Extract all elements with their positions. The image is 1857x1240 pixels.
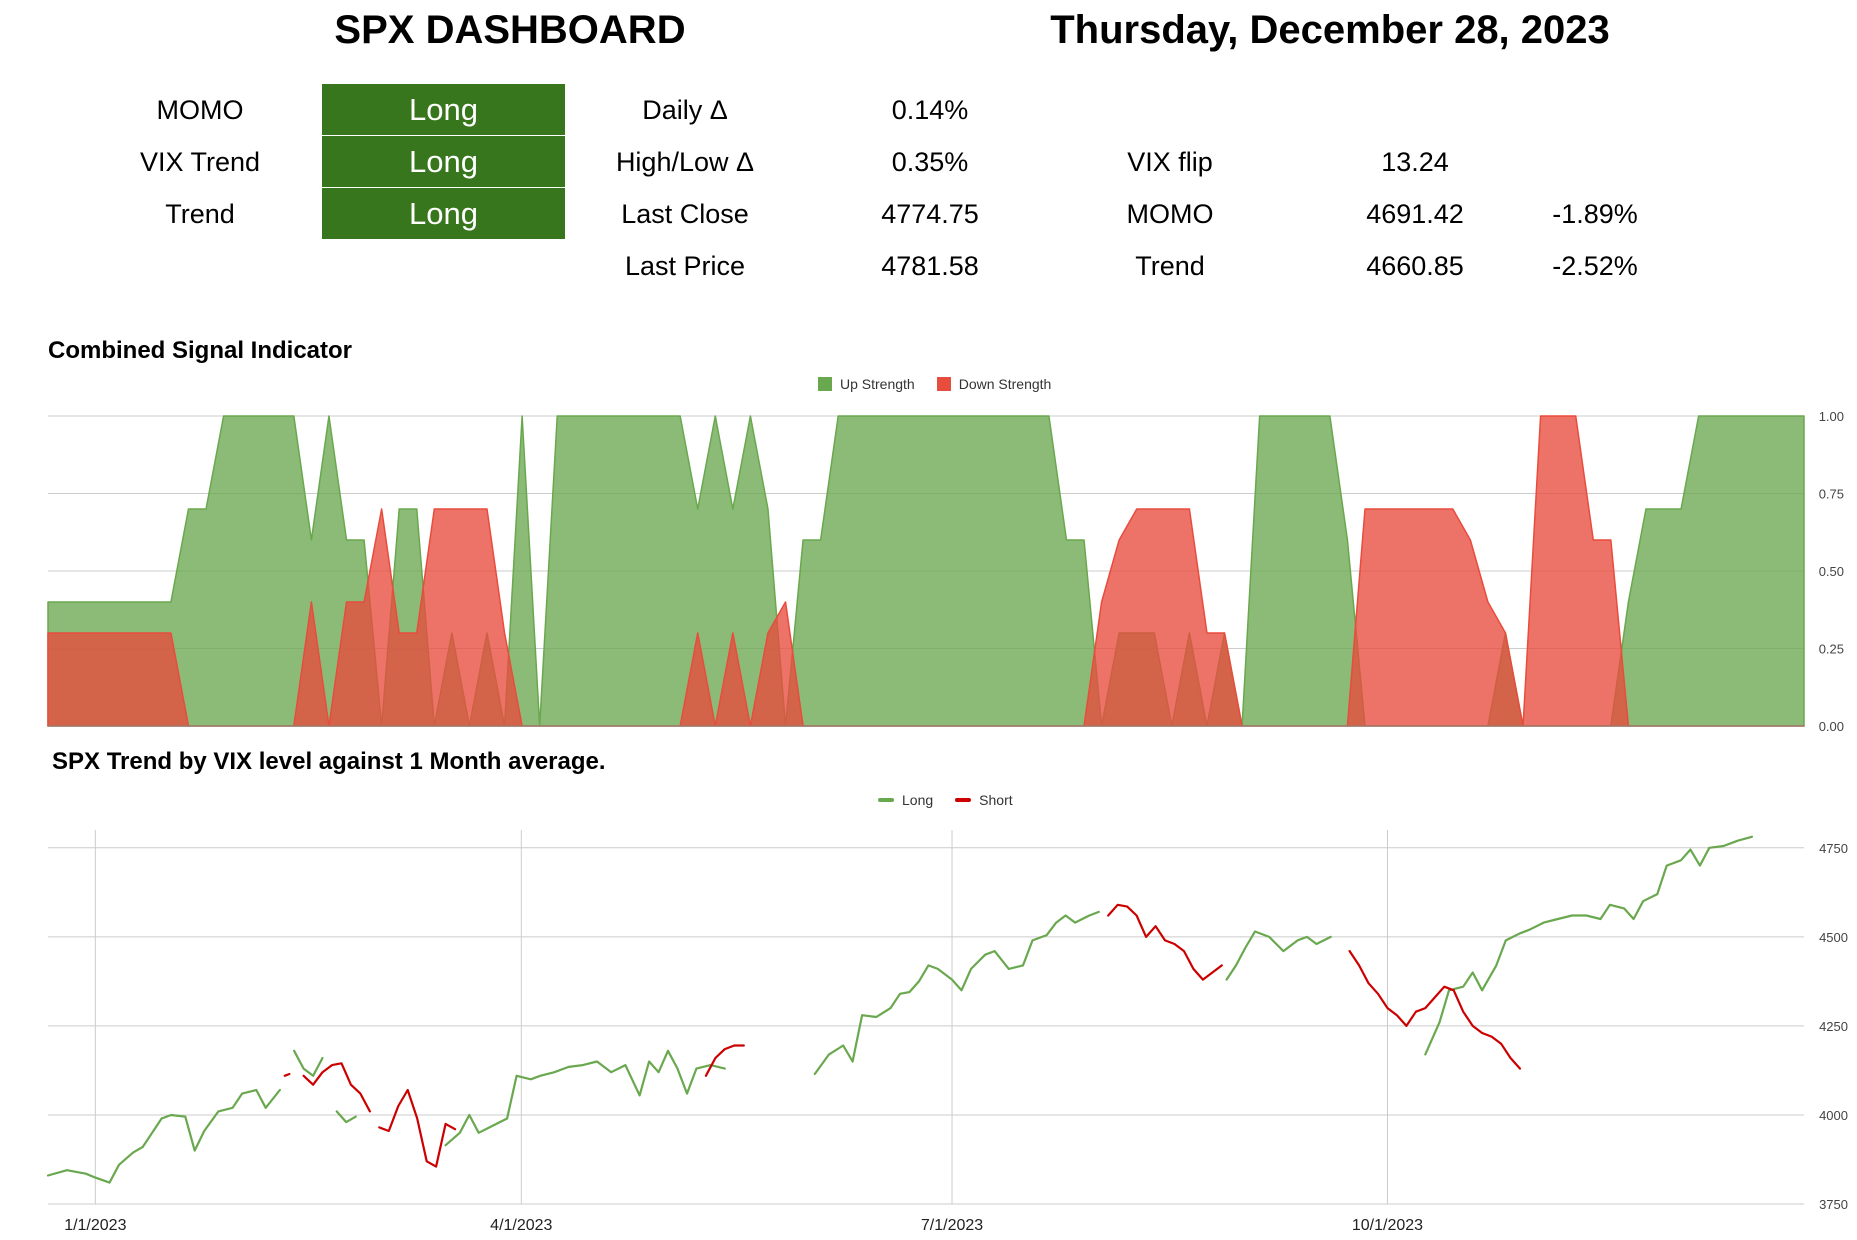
short-line-segment (378, 1088, 457, 1168)
signal-badge-trend: Long (322, 188, 565, 239)
x-tick-label: 1/1/2023 (64, 1217, 126, 1234)
legend-long-swatch (878, 798, 894, 802)
legend-down-swatch (936, 377, 951, 391)
stat-value-last-price: 4781.58 (881, 251, 979, 281)
level-label-vix-flip: VIX flip (1127, 147, 1213, 177)
long-line-segment (46, 1088, 281, 1184)
long-line-segment (444, 1049, 726, 1147)
level-pct-trend: -2.52% (1552, 251, 1638, 281)
legend-down-label: Down Strength (958, 376, 1052, 392)
legend-short-label: Short (979, 792, 1013, 808)
legend-short: Short (955, 792, 1013, 808)
short-line-segment (302, 1062, 371, 1113)
legend-short-swatch (955, 798, 972, 802)
spx-chart-title: SPX Trend by VIX level against 1 Month a… (52, 748, 606, 775)
dashboard-date: Thursday, December 28, 2023 (1050, 8, 1610, 52)
y-tick-label: 4250 (1819, 1019, 1848, 1034)
long-line-segment (293, 1049, 324, 1077)
legend-down-strength: Down Strength (936, 376, 1052, 392)
level-value-trend: 4660.85 (1366, 251, 1464, 281)
legend-up-swatch (818, 377, 832, 391)
short-line-segment (1348, 950, 1522, 1070)
stat-label-daily-delta: Daily Δ (642, 95, 728, 125)
stat-label-high-low-delta: High/Low Δ (615, 147, 755, 177)
y-tick-label: 4750 (1819, 841, 1848, 856)
short-line-segment (283, 1072, 291, 1077)
signal-label-trend: Trend (165, 199, 235, 229)
y-tick-label: 4000 (1819, 1108, 1848, 1123)
stat-value-last-close: 4774.75 (881, 199, 979, 229)
spx-chart-legend: Long Short (878, 792, 1013, 808)
short-line-segment (704, 1044, 745, 1077)
legend-long: Long (878, 792, 933, 808)
dashboard-title: SPX DASHBOARD (334, 8, 686, 52)
y-tick-label: 3750 (1819, 1197, 1848, 1212)
x-tick-label: 10/1/2023 (1352, 1217, 1423, 1234)
long-line-segment (335, 1110, 357, 1124)
x-tick-label: 4/1/2023 (490, 1217, 552, 1234)
legend-up-strength: Up Strength (818, 376, 915, 392)
legend-long-label: Long (902, 792, 934, 808)
stat-label-last-price: Last Price (624, 251, 746, 281)
stat-value-daily-delta: 0.14% (891, 95, 969, 125)
signal-chart-legend: Up Strength Down Strength (818, 376, 1051, 392)
signal-label-momo: MOMO (156, 95, 244, 125)
signal-chart-title: Combined Signal Indicator (48, 337, 353, 364)
signal-badge-vix-trend: Long (322, 136, 565, 187)
signal-chart: 0.00 0.25 0.50 0.75 1.00 (47, 409, 1844, 734)
x-tick-label: 7/1/2023 (921, 1217, 983, 1234)
long-line-segment (813, 910, 1100, 1076)
legend-up-label: Up Strength (840, 376, 915, 392)
y-tick-label: 0.25 (1819, 642, 1844, 657)
long-line-segment (1225, 930, 1332, 981)
y-tick-label: 0.75 (1819, 487, 1844, 502)
level-pct-momo: -1.89% (1552, 199, 1638, 229)
long-line-segment (1424, 835, 1753, 1056)
y-tick-label: 0.50 (1819, 564, 1844, 579)
level-label-momo: MOMO (1126, 199, 1214, 229)
level-value-momo: 4691.42 (1366, 199, 1464, 229)
y-tick-label: 0.00 (1819, 719, 1844, 734)
level-value-vix-flip: 13.24 (1381, 147, 1449, 177)
short-line-segment (1107, 903, 1223, 981)
stat-value-high-low-delta: 0.35% (891, 147, 969, 177)
y-tick-label: 4500 (1819, 930, 1848, 945)
spx-chart: 3750 4000 4250 4500 4750 1/1/2023 4/1/2023 7/1/… (46, 830, 1848, 1234)
y-tick-label: 1.00 (1819, 409, 1844, 424)
level-label-trend: Trend (1135, 251, 1205, 281)
signal-label-vix-trend: VIX Trend (139, 147, 261, 177)
stat-label-last-close: Last Close (621, 199, 749, 229)
signal-badge-momo: Long (322, 84, 565, 135)
